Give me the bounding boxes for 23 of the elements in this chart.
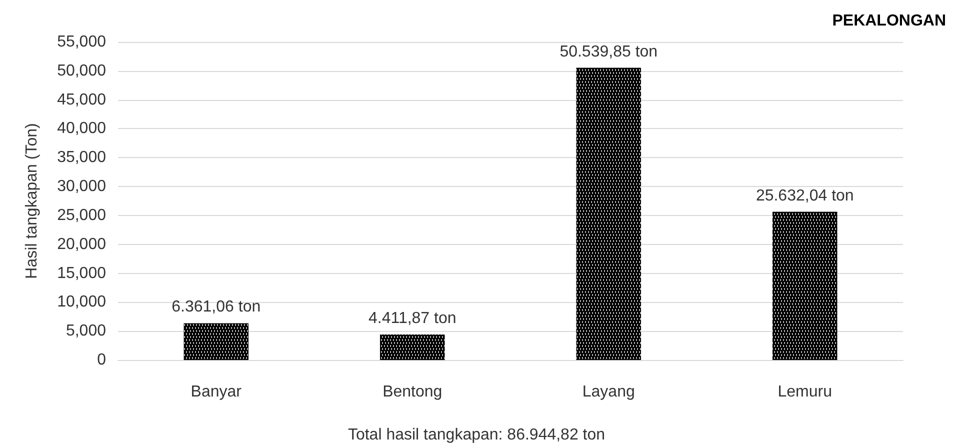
y-axis-title: Hasil tangkapan (Ton)	[24, 123, 40, 279]
y-tick-label: 20,000	[57, 236, 106, 253]
chart-title: PEKALONGAN	[832, 12, 946, 30]
y-tick-label: 50,000	[57, 62, 106, 80]
y-tick-label: 30,000	[57, 178, 106, 196]
y-tick-label: 40,000	[57, 120, 106, 138]
y-tick-label: 45,000	[57, 91, 106, 108]
x-tick-label: Bentong	[382, 384, 442, 400]
data-label: 50.539,85 ton	[560, 43, 658, 60]
y-tick-label: 0	[97, 352, 106, 368]
data-label: 25.632,04 ton	[756, 187, 854, 204]
y-tick-label: 35,000	[57, 149, 106, 166]
data-label: 4.411,87 ton	[368, 310, 456, 327]
x-tick-label: Banyar	[190, 384, 242, 400]
y-tick-label: 15,000	[57, 264, 106, 282]
text: Total hasil tangkapan: 86.944,82 ton	[348, 426, 606, 444]
y-tick-label: 5,000	[66, 322, 106, 340]
x-tick-label: Lemuru	[778, 384, 832, 400]
y-tick-label: 55,000	[57, 34, 106, 50]
x-tick-label: Layang	[582, 384, 635, 400]
y-tick-label: 10,000	[57, 294, 106, 311]
data-label: 6.361,06 ton	[172, 298, 261, 316]
y-tick-label: 25,000	[57, 206, 106, 224]
